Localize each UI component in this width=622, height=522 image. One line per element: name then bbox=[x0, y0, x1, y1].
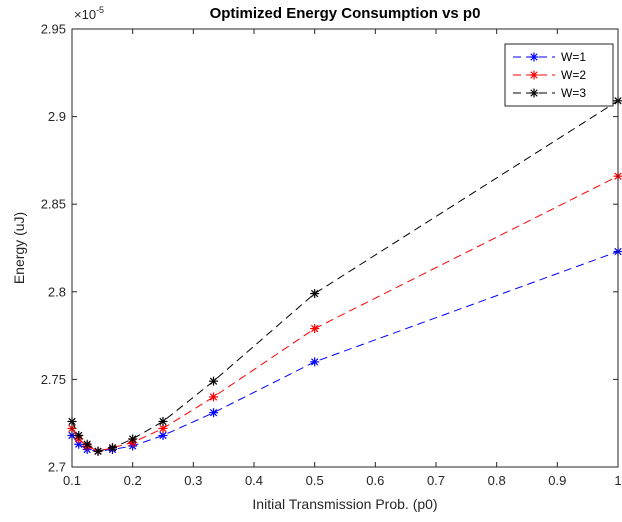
legend-item: W=3 bbox=[513, 86, 586, 100]
x-tick-label: 0.5 bbox=[306, 473, 324, 488]
y-axis-label: Energy (uJ) bbox=[11, 212, 27, 284]
legend-label: W=1 bbox=[561, 50, 586, 64]
data-point bbox=[82, 439, 92, 449]
y-tick-label: 2.95 bbox=[41, 22, 66, 37]
series-line bbox=[71, 100, 619, 452]
series-line bbox=[71, 251, 619, 452]
x-tick-label: 1 bbox=[614, 473, 621, 488]
x-tick-label: 0.1 bbox=[63, 473, 81, 488]
legend-marker bbox=[529, 52, 539, 62]
x-tick-label: 0.9 bbox=[548, 473, 566, 488]
data-point bbox=[107, 443, 117, 453]
y-exponent-base: ×10 bbox=[74, 7, 96, 22]
legend: W=1 W=2 W=3 bbox=[504, 43, 614, 107]
data-point bbox=[74, 430, 84, 440]
series-line bbox=[71, 175, 619, 452]
legend-marker bbox=[529, 88, 539, 98]
legend-box bbox=[504, 43, 614, 107]
y-exponent-power: -5 bbox=[96, 5, 104, 15]
data-point bbox=[74, 439, 84, 449]
x-axis: 0.1 0.2 0.3 0.4 0.5 0.6 0.7 0.8 0.9 1 bbox=[63, 29, 622, 488]
x-tick-label: 0.4 bbox=[245, 473, 263, 488]
y-axis: 2.7 2.75 2.8 2.85 2.9 2.95 bbox=[41, 22, 618, 475]
data-point bbox=[209, 376, 219, 386]
data-point bbox=[158, 416, 168, 426]
chart-title: Optimized Energy Consumption vs p0 bbox=[210, 5, 481, 22]
series-layer bbox=[67, 96, 622, 456]
legend-item: W=1 bbox=[513, 50, 586, 64]
data-point bbox=[128, 434, 138, 444]
x-tick-label: 0.6 bbox=[366, 473, 384, 488]
y-tick-label: 2.85 bbox=[41, 197, 66, 212]
data-point bbox=[310, 357, 320, 367]
legend-marker bbox=[529, 70, 539, 80]
legend-label: W=3 bbox=[561, 86, 586, 100]
x-tick-label: 0.8 bbox=[488, 473, 506, 488]
y-tick-label: 2.7 bbox=[48, 460, 66, 475]
x-tick-label: 0.3 bbox=[184, 473, 202, 488]
data-point bbox=[310, 289, 320, 299]
y-tick-label: 2.8 bbox=[48, 284, 66, 299]
data-point bbox=[93, 446, 103, 456]
plot-frame bbox=[71, 28, 619, 468]
x-tick-label: 0.7 bbox=[427, 473, 445, 488]
y-exponent-label: ×10-5 bbox=[74, 5, 104, 22]
data-point bbox=[209, 392, 219, 402]
data-point bbox=[310, 324, 320, 334]
legend-label: W=2 bbox=[561, 68, 586, 82]
series-W=3 bbox=[67, 96, 622, 456]
legend-item: W=2 bbox=[513, 68, 586, 82]
y-tick-label: 2.9 bbox=[48, 109, 66, 124]
data-point bbox=[209, 408, 219, 418]
x-tick-label: 0.2 bbox=[124, 473, 142, 488]
x-axis-label: Initial Transmission Prob. (p0) bbox=[252, 496, 437, 512]
y-tick-label: 2.75 bbox=[41, 372, 66, 387]
